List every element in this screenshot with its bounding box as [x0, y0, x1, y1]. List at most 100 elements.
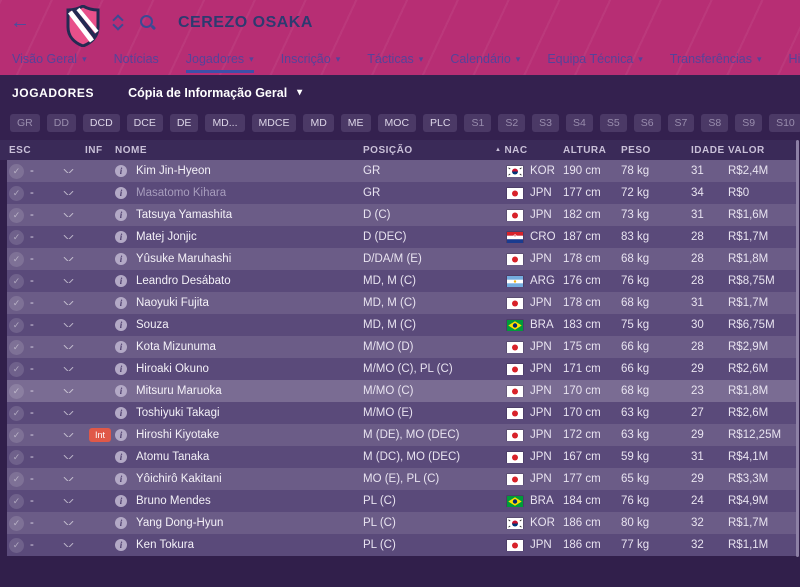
- expand-cell[interactable]: [51, 279, 85, 283]
- selection-cell[interactable]: ✓: [7, 317, 27, 333]
- filter-button-s2[interactable]: S2: [498, 113, 526, 133]
- table-row[interactable]: ✓ - i Kota Mizunuma M/MO (D) JPN 175 cm …: [7, 336, 796, 358]
- filter-button-de[interactable]: DE: [169, 113, 199, 133]
- info-cell[interactable]: i: [115, 297, 131, 309]
- filter-button-s9[interactable]: S9: [735, 113, 763, 133]
- club-switcher[interactable]: [112, 14, 124, 31]
- expand-cell[interactable]: [51, 521, 85, 525]
- selection-cell[interactable]: ✓: [7, 339, 27, 355]
- selection-cell[interactable]: ✓: [7, 515, 27, 531]
- table-row[interactable]: ✓ - i Leandro Desábato MD, M (C) ARG 176…: [7, 270, 796, 292]
- filter-button-gr[interactable]: GR: [10, 113, 40, 133]
- expand-cell[interactable]: [51, 257, 85, 261]
- info-cell[interactable]: i: [115, 341, 131, 353]
- filter-button-moc[interactable]: MOC: [377, 113, 417, 133]
- player-name[interactable]: Yûsuke Maruhashi: [136, 253, 232, 265]
- selection-cell[interactable]: ✓: [7, 537, 27, 553]
- column-header-inf[interactable]: INF: [85, 144, 103, 156]
- table-row[interactable]: ✓ - i Atomu Tanaka M (DC), MO (DEC) JPN …: [7, 446, 796, 468]
- filter-button-s7[interactable]: S7: [667, 113, 695, 133]
- selection-cell[interactable]: ✓: [7, 185, 27, 201]
- table-row[interactable]: ✓ - i Yang Dong-Hyun PL (C) KOR 186 cm 8…: [7, 512, 796, 534]
- table-row[interactable]: ✓ - i Souza MD, M (C) BRA 183 cm 75 kg 3…: [7, 314, 796, 336]
- expand-cell[interactable]: [51, 499, 85, 503]
- table-row[interactable]: ✓ - i Mitsuru Maruoka M/MO (C) JPN 170 c…: [7, 380, 796, 402]
- selection-cell[interactable]: ✓: [7, 427, 27, 443]
- expand-cell[interactable]: [51, 235, 85, 239]
- column-header-nac[interactable]: ▲ NAC: [495, 145, 561, 156]
- expand-cell[interactable]: [51, 213, 85, 217]
- filter-button-dd[interactable]: DD: [46, 113, 76, 133]
- column-header-altura[interactable]: ALTURA: [563, 144, 607, 156]
- selection-cell[interactable]: ✓: [7, 471, 27, 487]
- expand-cell[interactable]: [51, 301, 85, 305]
- table-row[interactable]: ✓ - i Yûsuke Maruhashi D/DA/M (E) JPN 17…: [7, 248, 796, 270]
- player-name[interactable]: Hiroshi Kiyotake: [136, 429, 220, 441]
- column-header-idade[interactable]: IDADE: [691, 144, 725, 156]
- filter-button-s1[interactable]: S1: [464, 113, 492, 133]
- expand-cell[interactable]: [51, 411, 85, 415]
- nav-item-calendario[interactable]: Calendário ▾: [450, 52, 520, 66]
- table-row[interactable]: ✓ - i Toshiyuki Takagi M/MO (E) JPN 170 …: [7, 402, 796, 424]
- column-header-esc[interactable]: ESC: [9, 144, 32, 156]
- column-header-nome[interactable]: NOME: [115, 144, 147, 156]
- table-row[interactable]: ✓ - Int i Hiroshi Kiyotake M (DE), MO (D…: [7, 424, 796, 446]
- player-name[interactable]: Hiroaki Okuno: [136, 363, 209, 375]
- info-cell[interactable]: i: [115, 407, 131, 419]
- expand-cell[interactable]: [51, 191, 85, 195]
- player-name[interactable]: Ken Tokura: [136, 539, 194, 551]
- info-cell[interactable]: i: [115, 231, 131, 243]
- info-cell[interactable]: i: [115, 451, 131, 463]
- expand-cell[interactable]: [51, 345, 85, 349]
- selection-cell[interactable]: ✓: [7, 405, 27, 421]
- info-cell[interactable]: i: [115, 385, 131, 397]
- filter-button-md[interactable]: MD...: [205, 113, 245, 133]
- player-name[interactable]: Yôichirô Kakitani: [136, 473, 222, 485]
- filter-button-dcd[interactable]: DCD: [82, 113, 120, 133]
- filter-button-s4[interactable]: S4: [566, 113, 593, 133]
- table-row[interactable]: ✓ - i Matej Jonjic D (DEC) CRO 187 cm 83…: [7, 226, 796, 248]
- selection-cell[interactable]: ✓: [7, 493, 27, 509]
- table-row[interactable]: ✓ - i Yôichirô Kakitani MO (E), PL (C) J…: [7, 468, 796, 490]
- selection-cell[interactable]: ✓: [7, 383, 27, 399]
- club-badge[interactable]: [66, 3, 100, 48]
- player-name[interactable]: Leandro Desábato: [136, 275, 231, 287]
- selection-cell[interactable]: ✓: [7, 295, 27, 311]
- expand-cell[interactable]: [51, 389, 85, 393]
- selection-cell[interactable]: ✓: [7, 361, 27, 377]
- back-arrow-icon[interactable]: ←: [10, 11, 30, 33]
- filter-button-me[interactable]: ME: [340, 113, 371, 133]
- player-name[interactable]: Toshiyuki Takagi: [136, 407, 220, 419]
- table-row[interactable]: ✓ - i Tatsuya Yamashita D (C) JPN 182 cm…: [7, 204, 796, 226]
- expand-cell[interactable]: [51, 543, 85, 547]
- scrollbar[interactable]: [796, 140, 799, 557]
- info-cell[interactable]: i: [115, 473, 131, 485]
- filter-button-s6[interactable]: S6: [633, 113, 661, 133]
- selection-cell[interactable]: ✓: [7, 163, 27, 179]
- nav-item-visao-geral[interactable]: Visão Geral ▾: [12, 52, 87, 66]
- player-name[interactable]: Mitsuru Maruoka: [136, 385, 222, 397]
- column-header-valor[interactable]: VALOR: [728, 144, 765, 156]
- expand-cell[interactable]: [51, 433, 85, 437]
- info-cell[interactable]: i: [115, 187, 131, 199]
- nav-item-transferencias[interactable]: Transferências ▾: [670, 52, 762, 66]
- table-row[interactable]: ✓ - i Masatomo Kihara GR JPN 177 cm 72 k…: [7, 182, 796, 204]
- nav-item-historial[interactable]: Historial▾: [789, 52, 800, 66]
- info-cell[interactable]: i: [115, 539, 131, 551]
- player-name[interactable]: Tatsuya Yamashita: [136, 209, 233, 221]
- nav-item-equipa-tecnica[interactable]: Equipa Técnica ▾: [547, 52, 642, 66]
- info-cell[interactable]: i: [115, 209, 131, 221]
- player-name[interactable]: Souza: [136, 319, 169, 331]
- expand-cell[interactable]: [51, 323, 85, 327]
- player-name[interactable]: Kota Mizunuma: [136, 341, 216, 353]
- filter-button-s5[interactable]: S5: [599, 113, 627, 133]
- selection-cell[interactable]: ✓: [7, 229, 27, 245]
- view-selector[interactable]: Cópia de Informação Geral ▾: [128, 86, 302, 100]
- info-cell[interactable]: i: [115, 319, 131, 331]
- info-cell[interactable]: i: [115, 275, 131, 287]
- filter-button-dce[interactable]: DCE: [126, 113, 163, 133]
- search-icon[interactable]: [140, 14, 156, 31]
- expand-cell[interactable]: [51, 477, 85, 481]
- expand-cell[interactable]: [51, 367, 85, 371]
- expand-cell[interactable]: [51, 169, 85, 173]
